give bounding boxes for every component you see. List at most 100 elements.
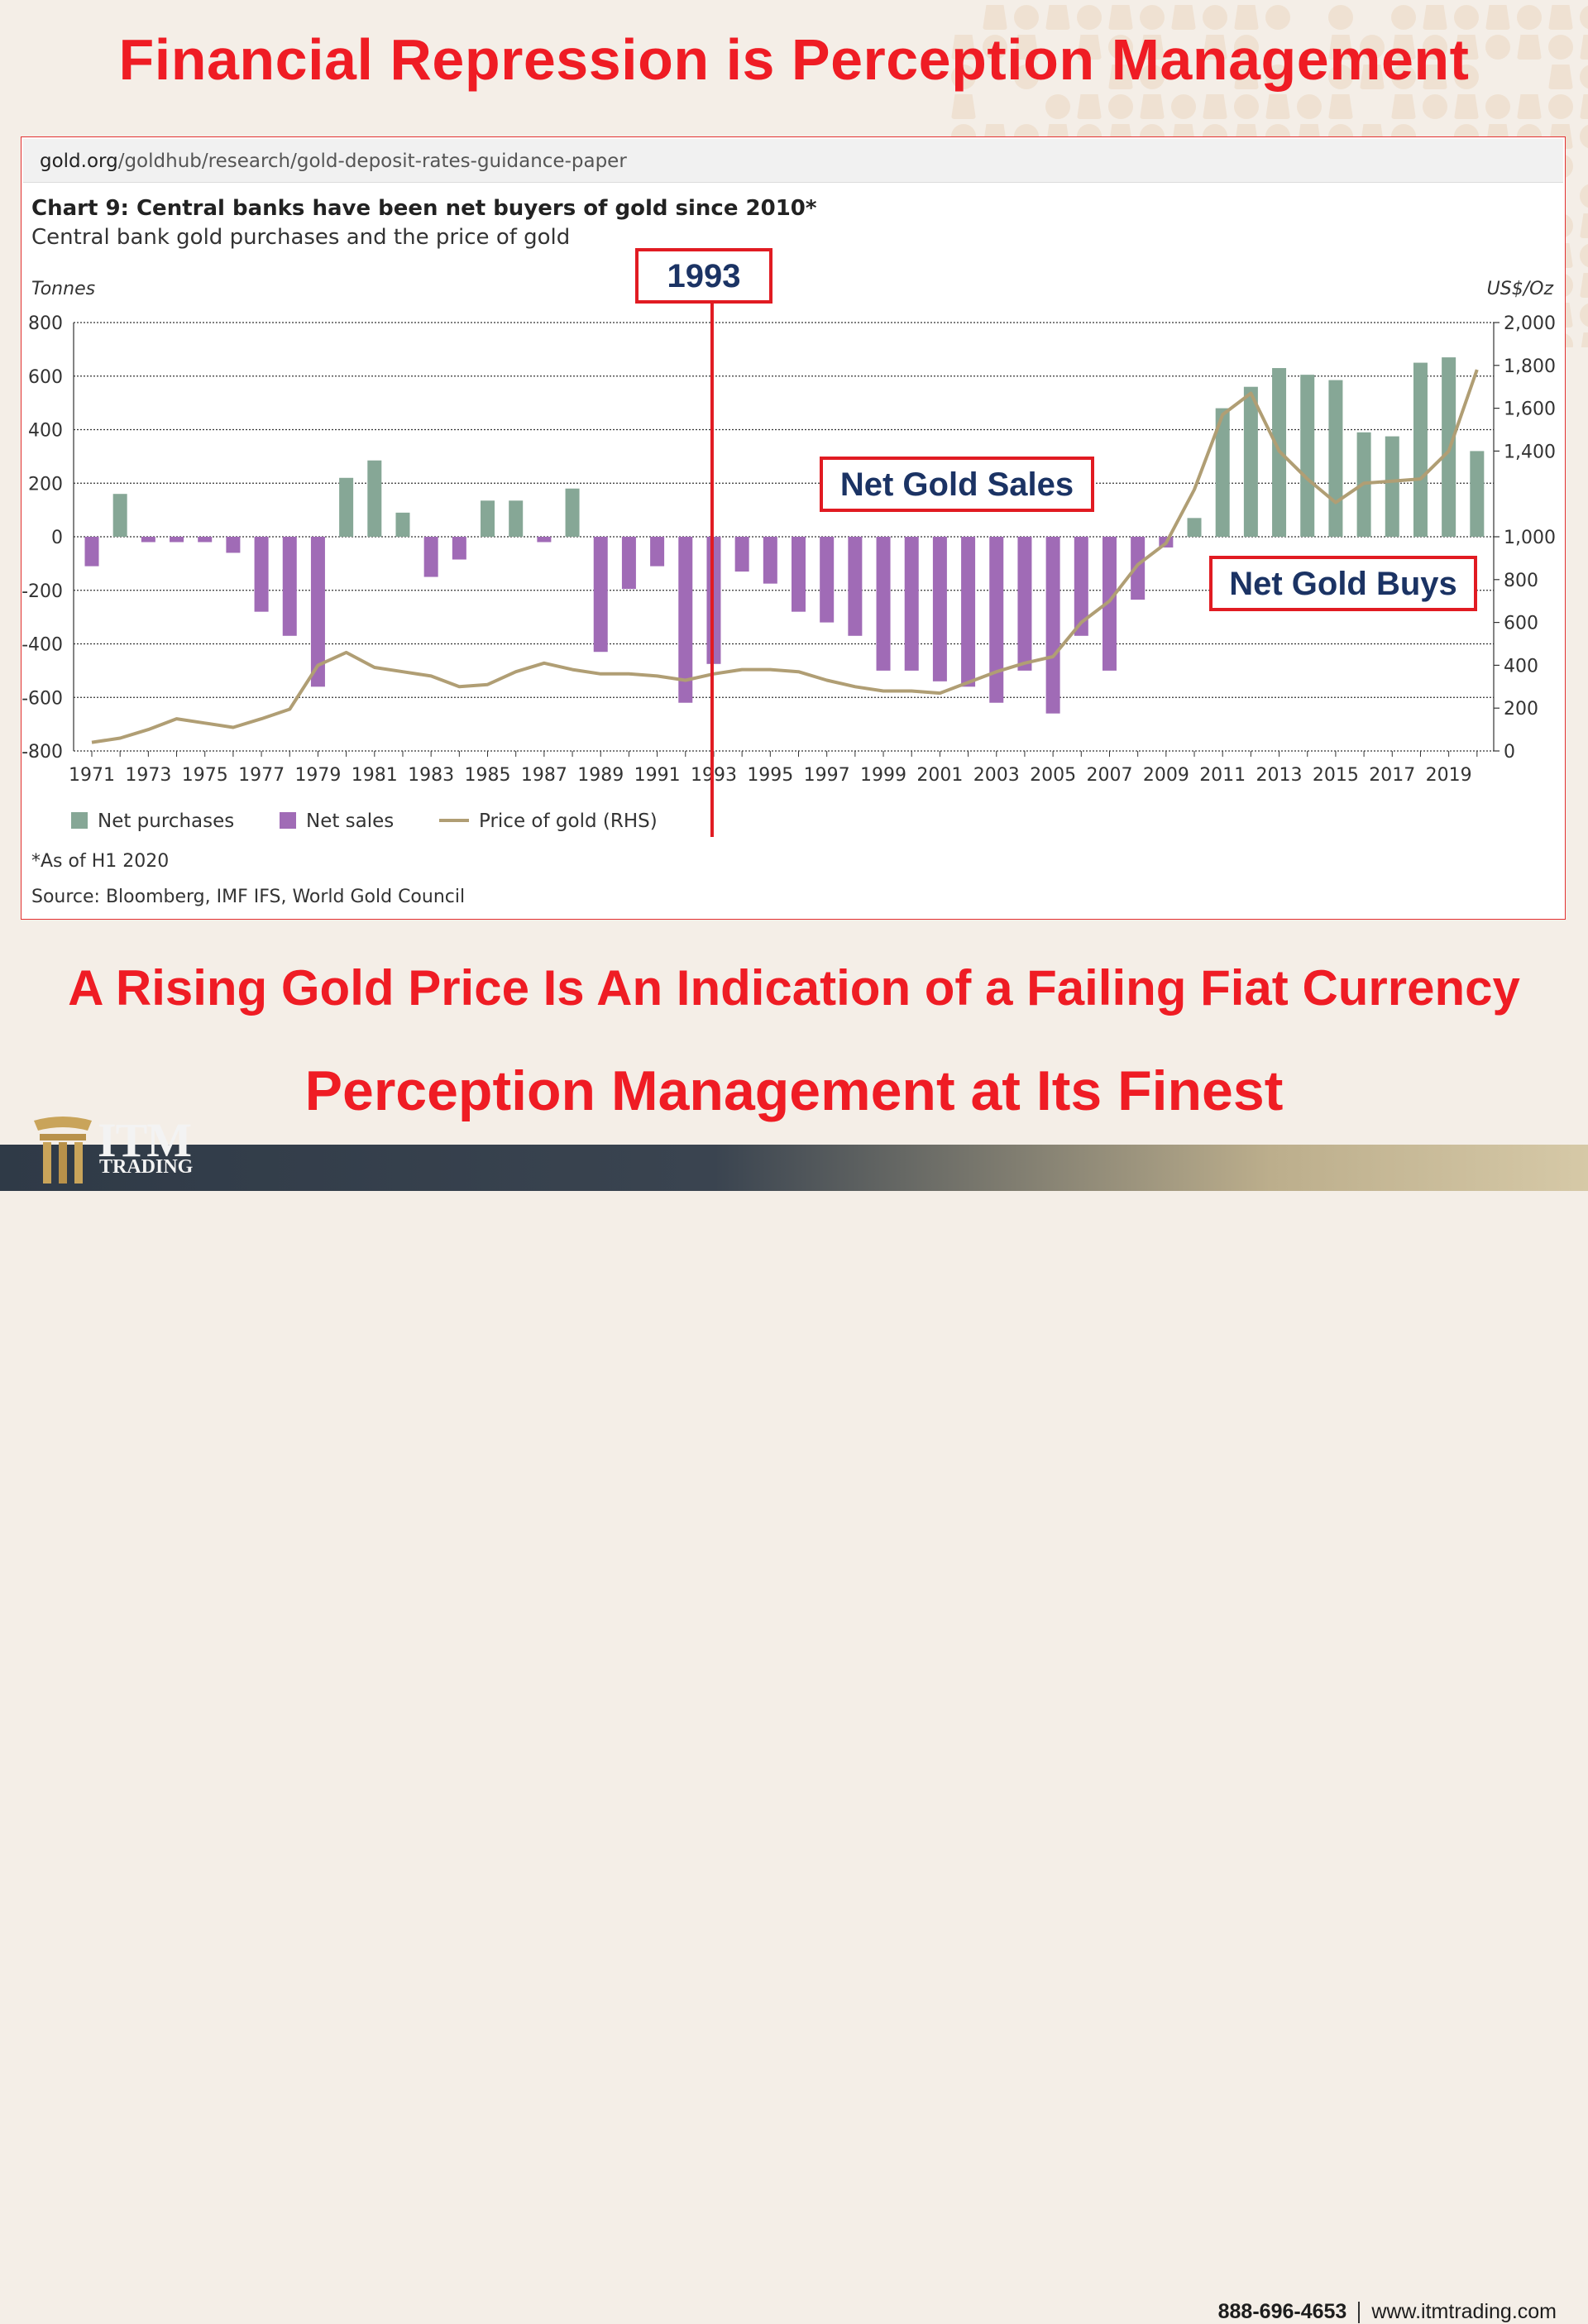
x-tick-label: 2009	[1143, 765, 1189, 786]
bar-net-purchase	[339, 478, 353, 537]
chart-screenshot-frame: gold.org/goldhub/research/gold-deposit-r…	[21, 136, 1566, 920]
bar-net-purchase	[566, 489, 580, 537]
bar-net-sale	[848, 537, 862, 636]
y-tick-label-right: 600	[1504, 614, 1538, 634]
bar-net-purchase	[367, 461, 381, 537]
pattern-dot	[1580, 124, 1588, 149]
bar-net-sale	[989, 537, 1003, 703]
x-tick-label: 1973	[125, 765, 171, 786]
y-tick-label-right: 0	[1504, 742, 1515, 763]
chart-title: Chart 9: Central banks have been net buy…	[31, 196, 817, 221]
pattern-dot	[1234, 94, 1259, 119]
bar-net-purchase	[395, 513, 409, 537]
pattern-dot	[1517, 94, 1542, 119]
pattern-dot	[1580, 332, 1588, 347]
bar-net-sale	[877, 537, 891, 671]
legend-label: Price of gold (RHS)	[479, 811, 658, 832]
pattern-dot	[1580, 213, 1588, 238]
x-tick-label: 2019	[1426, 765, 1472, 786]
contact-info: 888-696-4653 www.itmtrading.com	[1218, 2300, 1557, 2324]
pattern-dot	[1391, 94, 1416, 119]
bar-net-sale	[170, 537, 184, 542]
pattern-dot	[1548, 94, 1573, 119]
bar-net-sale	[594, 537, 608, 652]
bar-net-purchase	[1385, 437, 1399, 537]
bar-net-sale	[763, 537, 777, 584]
bar-net-sale	[1131, 537, 1145, 600]
pattern-dot	[1580, 273, 1588, 298]
bars-group	[85, 357, 1485, 714]
headline-bottom: Perception Management at Its Finest	[0, 1059, 1588, 1123]
bar-net-purchase	[1300, 375, 1314, 537]
bar-net-sale	[537, 537, 551, 542]
y-tick-label-right: 1,400	[1504, 442, 1556, 462]
bar-net-purchase	[113, 494, 127, 537]
y-tick-label-left: 800	[28, 313, 63, 334]
bar-net-sale	[452, 537, 466, 560]
legend-label: Net sales	[306, 811, 394, 832]
y-tick-label-left: -200	[22, 581, 63, 602]
y-tick-label-left: -800	[22, 742, 63, 763]
x-tick-label: 2001	[916, 765, 963, 786]
bar-net-purchase	[1413, 363, 1428, 537]
bar-net-purchase	[1188, 518, 1202, 537]
y-tick-label-right: 1,600	[1504, 399, 1556, 420]
bar-net-sale	[283, 537, 297, 636]
year-1993-label: 1993	[667, 258, 741, 294]
net-gold-buys-label: Net Gold Buys	[1229, 566, 1457, 602]
pattern-dot	[1580, 243, 1588, 268]
bar-net-sale	[255, 537, 269, 612]
pattern-dot	[1108, 94, 1133, 119]
bar-net-purchase	[509, 500, 523, 537]
pattern-dot	[1140, 94, 1165, 119]
pattern-dot	[1580, 303, 1588, 328]
x-tick-label: 1975	[182, 765, 228, 786]
x-tick-label: 1977	[238, 765, 285, 786]
logo-subtext: TRADING	[99, 1156, 193, 1179]
x-tick-label: 1983	[408, 765, 454, 786]
bar-net-sale	[1046, 537, 1060, 714]
legend-swatch	[71, 812, 88, 829]
pattern-dot	[1454, 94, 1479, 119]
contact-divider	[1358, 2302, 1360, 2323]
x-tick-label: 1991	[634, 765, 681, 786]
x-tick-label: 2015	[1313, 765, 1359, 786]
y-tick-label-right: 200	[1504, 699, 1538, 720]
x-tick-label: 1981	[352, 765, 398, 786]
bar-net-sale	[961, 537, 975, 686]
pattern-dot	[1297, 94, 1322, 119]
x-tick-label: 2007	[1086, 765, 1132, 786]
headline-middle: A Rising Gold Price Is An Indication of …	[0, 959, 1588, 1016]
x-tick-label: 2017	[1369, 765, 1415, 786]
bar-net-sale	[622, 537, 636, 589]
bar-net-sale	[735, 537, 749, 571]
phone-number[interactable]: 888-696-4653	[1218, 2300, 1347, 2323]
net-gold-sales-label: Net Gold Sales	[840, 466, 1074, 503]
pattern-dot	[1203, 94, 1227, 119]
pattern-dot	[1171, 94, 1196, 119]
y-tick-label-left: 0	[51, 528, 63, 548]
left-axis-label: Tonnes	[31, 279, 95, 299]
bar-net-sale	[820, 537, 834, 623]
x-tick-label: 2005	[1030, 765, 1076, 786]
website-link[interactable]: www.itmtrading.com	[1371, 2300, 1557, 2323]
legend: Net purchases Net sales Price of gold (RHS…	[71, 811, 658, 832]
left-axis-ticks: 8006004002000-200-400-600-800	[22, 313, 63, 763]
bar-net-sale	[905, 537, 919, 671]
pattern-dot	[1045, 94, 1070, 119]
bar-net-sale	[933, 537, 947, 681]
chart-svg: Chart 9: Central banks have been net buy…	[22, 137, 1565, 919]
headline-top: Financial Repression is Perception Manag…	[0, 26, 1588, 93]
x-tick-label: 1985	[465, 765, 511, 786]
x-tick-label: 1989	[577, 765, 624, 786]
x-tick-label: 1999	[860, 765, 906, 786]
x-tick-label: 2003	[973, 765, 1020, 786]
chart-subtitle: Central bank gold purchases and the pric…	[31, 225, 570, 250]
source-note: Source: Bloomberg, IMF IFS, World Gold C…	[31, 887, 465, 907]
pattern-dot	[1580, 184, 1588, 208]
y-tick-label-right: 1,800	[1504, 356, 1556, 377]
pattern-dot	[1423, 94, 1447, 119]
bar-net-sale	[226, 537, 240, 552]
legend-swatch	[280, 812, 296, 829]
y-tick-label-right: 800	[1504, 571, 1538, 591]
